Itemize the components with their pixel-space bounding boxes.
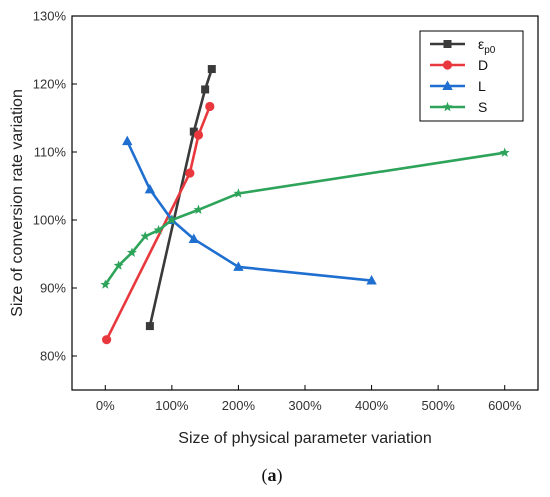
data-point xyxy=(193,204,204,215)
caption-open-paren: ( xyxy=(262,465,268,486)
y-axis-title: Size of conversion rate variation xyxy=(9,89,26,317)
legend-label-text: L xyxy=(478,78,486,94)
data-point xyxy=(188,233,200,244)
series-3 xyxy=(122,135,377,285)
legend-item: L xyxy=(430,78,486,94)
legend-label: D xyxy=(478,57,488,73)
legend-marker xyxy=(442,80,453,90)
x-axis-title: Size of physical parameter variation xyxy=(178,430,431,447)
data-point xyxy=(122,135,133,146)
y-tick-label: 80% xyxy=(40,349,66,364)
caption-close-paren: ) xyxy=(277,465,283,486)
legend-label: L xyxy=(478,78,486,94)
data-point xyxy=(233,261,244,271)
series-4 xyxy=(100,147,510,289)
data-point xyxy=(145,322,154,331)
legend-marker xyxy=(442,101,453,112)
x-tick-label: 400% xyxy=(355,398,389,413)
legend-marker xyxy=(443,40,452,48)
series-line xyxy=(126,140,372,282)
x-tick-label: 300% xyxy=(288,398,322,413)
x-tick-label: 200% xyxy=(222,398,256,413)
series-line xyxy=(104,151,505,286)
series-2 xyxy=(102,101,215,345)
x-tick-label: 0% xyxy=(96,398,115,413)
y-axis-ticks: 80% 90% 100% 110% 120% 130% xyxy=(33,9,77,364)
data-point xyxy=(153,225,164,235)
legend-label-subscript: p0 xyxy=(484,45,496,56)
data-point xyxy=(499,147,510,157)
legend-label-text: S xyxy=(478,99,487,115)
y-tick-label: 100% xyxy=(33,213,67,228)
data-point xyxy=(201,85,210,94)
legend-label: S xyxy=(478,99,487,115)
x-axis-ticks: 0% 100% 200% 300% 400% 500% 600% xyxy=(96,385,522,413)
data-point xyxy=(193,130,204,140)
y-tick-label: 130% xyxy=(33,9,67,24)
data-point xyxy=(189,127,198,136)
series-line xyxy=(148,68,214,327)
data-point xyxy=(100,279,111,289)
data-point xyxy=(140,231,151,241)
data-point xyxy=(366,275,377,285)
y-tick-label: 120% xyxy=(33,77,67,92)
data-point xyxy=(185,168,195,178)
series-layer xyxy=(100,65,510,345)
legend-label: εp0 xyxy=(478,36,496,56)
legend-item: D xyxy=(430,57,488,73)
y-tick-label: 90% xyxy=(40,281,66,296)
data-point xyxy=(205,101,215,112)
series-1 xyxy=(145,65,216,331)
data-point xyxy=(113,260,124,270)
legend-item: S xyxy=(430,99,487,115)
data-point xyxy=(166,214,177,225)
data-point xyxy=(102,335,112,345)
legend-label-text: ε xyxy=(478,36,484,52)
data-point xyxy=(233,188,244,198)
data-point xyxy=(144,183,156,194)
legend-label-text: D xyxy=(478,57,488,73)
data-point xyxy=(126,247,137,257)
x-tick-label: 100% xyxy=(155,398,189,413)
data-point xyxy=(207,65,216,74)
caption-letter: a xyxy=(268,465,277,485)
y-tick-label: 110% xyxy=(34,145,67,160)
legend-marker xyxy=(442,60,453,70)
x-tick-label: 600% xyxy=(488,398,522,413)
legend-item: εp0 xyxy=(430,36,496,56)
x-tick-label: 500% xyxy=(422,398,456,413)
figure-caption: (a) xyxy=(262,465,283,486)
series-line xyxy=(105,105,212,341)
